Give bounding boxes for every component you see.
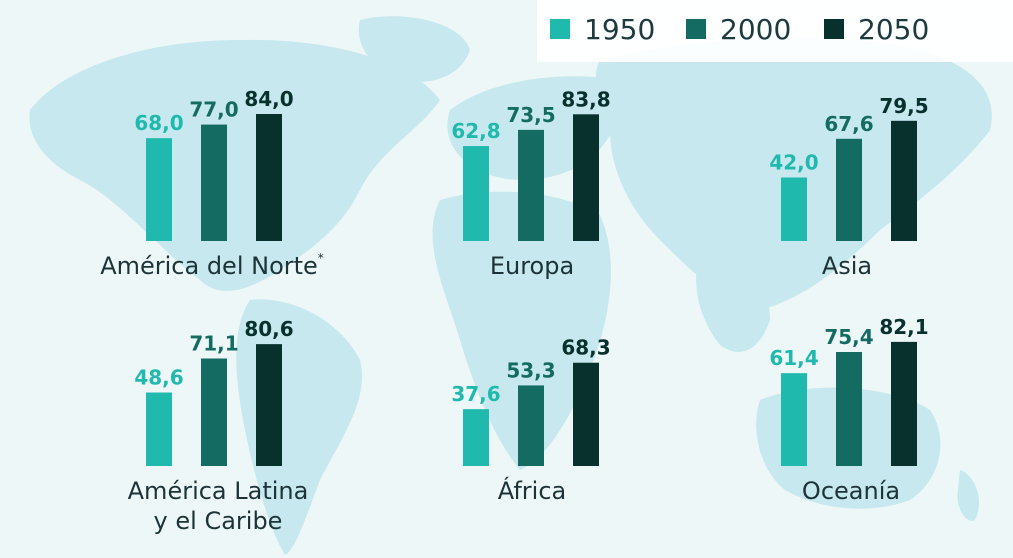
value-label-1950: 62,8 bbox=[451, 119, 500, 143]
value-label-1950: 37,6 bbox=[451, 382, 500, 406]
map-north-america bbox=[29, 39, 441, 291]
legend-label-1950: 1950 bbox=[584, 13, 655, 46]
bar-2000 bbox=[518, 385, 544, 466]
value-label-2050: 80,6 bbox=[244, 317, 293, 341]
world-map-background bbox=[29, 16, 992, 555]
value-label-1950: 68,0 bbox=[134, 111, 183, 135]
plot-area: 68,077,0 84,0 América del Norte* 62,873,583… bbox=[100, 87, 928, 535]
region-label: América del Norte* bbox=[100, 251, 324, 280]
region-label: África bbox=[498, 476, 566, 505]
bar-1950 bbox=[463, 409, 489, 466]
bar-2050 bbox=[573, 362, 599, 466]
value-label-2050: 79,5 bbox=[879, 94, 928, 118]
legend-background bbox=[537, 0, 1013, 62]
legend: 1950 2000 2050 bbox=[537, 0, 1013, 62]
bar-2000 bbox=[836, 352, 862, 466]
region-label-footnote-mark: * bbox=[318, 251, 324, 265]
bar-1950 bbox=[146, 138, 172, 241]
region-group-1: 62,873,583,8 Europa bbox=[451, 87, 610, 280]
region-label: América Latina bbox=[128, 477, 309, 505]
legend-swatch-2050 bbox=[824, 19, 844, 39]
map-south-asia bbox=[696, 250, 770, 352]
region-label: Asia bbox=[822, 252, 872, 280]
bar-2050 bbox=[256, 114, 282, 241]
bar-2000 bbox=[201, 124, 227, 241]
bar-1950 bbox=[463, 146, 489, 241]
region-label: y el Caribe bbox=[154, 507, 283, 535]
value-label-2000: 53,3 bbox=[506, 358, 555, 382]
map-asia bbox=[595, 37, 992, 311]
region-label: Oceanía bbox=[802, 477, 900, 505]
region-group-4: 37,653,368,3 África bbox=[451, 336, 610, 505]
legend-swatch-2000 bbox=[686, 19, 706, 39]
bar-1950 bbox=[146, 392, 172, 466]
bar-2050 bbox=[891, 341, 917, 466]
bar-2050 bbox=[573, 114, 599, 241]
region-group-2: 42,067,679,5 Asia bbox=[769, 94, 928, 280]
map-africa bbox=[432, 191, 611, 470]
bar-2000 bbox=[201, 358, 227, 466]
map-greenland bbox=[358, 16, 470, 82]
bar-1950 bbox=[781, 177, 807, 241]
value-label-1950: 42,0 bbox=[769, 151, 818, 175]
value-label-1950: 48,6 bbox=[134, 366, 183, 390]
region-group-0: 68,077,0 84,0 América del Norte* bbox=[100, 87, 324, 280]
value-label-2050: 84,0 bbox=[244, 87, 293, 111]
value-label-1950: 61,4 bbox=[769, 346, 818, 370]
bar-2050 bbox=[891, 120, 917, 241]
value-label-2050: 68,3 bbox=[561, 336, 610, 360]
value-label-2000: 71,1 bbox=[189, 332, 238, 356]
legend-label-2050: 2050 bbox=[858, 13, 929, 46]
value-label-2050: 83,8 bbox=[561, 87, 610, 111]
map-new-zealand bbox=[957, 470, 980, 521]
bar-2050 bbox=[256, 344, 282, 466]
legend-items: 1950 2000 2050 bbox=[550, 13, 929, 46]
bar-1950 bbox=[781, 373, 807, 466]
bar-2000 bbox=[518, 129, 544, 241]
region-label: Europa bbox=[490, 252, 574, 280]
value-label-2000: 67,6 bbox=[824, 112, 873, 136]
value-label-2000: 75,4 bbox=[824, 325, 873, 349]
legend-swatch-1950 bbox=[550, 19, 570, 39]
value-label-2000: 73,5 bbox=[506, 103, 555, 127]
value-label-2050: 82,1 bbox=[879, 315, 928, 339]
value-label-2000: 77,0 bbox=[189, 98, 238, 122]
legend-label-2000: 2000 bbox=[720, 13, 791, 46]
region-group-5: 61,475,4 82,1 Oceanía bbox=[769, 315, 928, 505]
bar-2000 bbox=[836, 138, 862, 241]
